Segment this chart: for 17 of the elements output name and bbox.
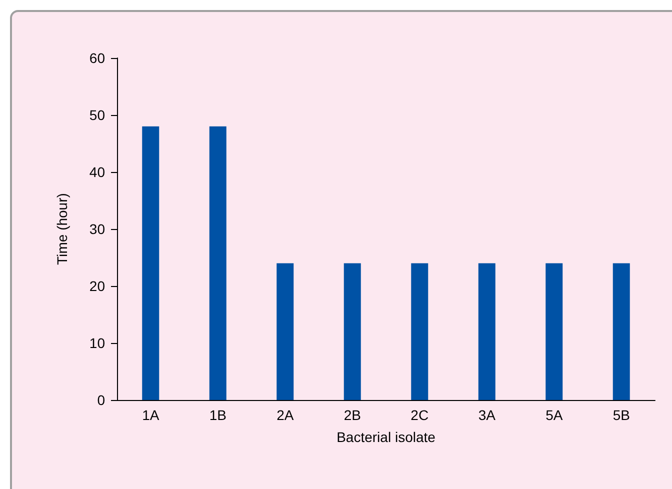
x-tick-label: 1B — [209, 407, 226, 423]
y-tick-label: 50 — [89, 107, 106, 123]
x-tick-label: 2C — [410, 407, 429, 423]
y-tick-label: 40 — [89, 164, 106, 180]
x-tick-label: 2A — [276, 407, 294, 423]
y-tick-label: 60 — [89, 50, 106, 66]
x-axis-title: Bacterial isolate — [336, 429, 436, 445]
x-tick-label: 3A — [478, 407, 496, 423]
y-tick-label: 20 — [89, 278, 106, 294]
y-axis-title: Time (hour) — [54, 193, 70, 265]
x-tick-label: 2B — [344, 407, 361, 423]
x-tick-label: 5B — [612, 407, 630, 423]
y-tick-label: 30 — [89, 221, 106, 237]
x-tick-label: 1A — [142, 407, 160, 423]
y-tick-label: 10 — [89, 335, 106, 351]
x-tick-label: 5A — [546, 407, 564, 423]
y-tick-label: 0 — [97, 392, 106, 408]
